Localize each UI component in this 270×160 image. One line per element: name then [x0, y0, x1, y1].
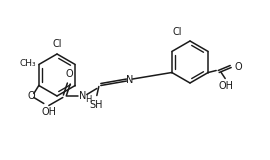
Text: CH₃: CH₃: [19, 59, 36, 68]
Text: Cl: Cl: [173, 27, 182, 37]
Text: OH: OH: [41, 107, 56, 116]
Text: OH: OH: [219, 80, 234, 91]
Text: O: O: [27, 91, 35, 100]
Text: O: O: [234, 61, 242, 72]
Text: Cl: Cl: [52, 39, 62, 49]
Text: H: H: [85, 95, 91, 104]
Text: SH: SH: [89, 100, 103, 109]
Text: O: O: [65, 68, 73, 79]
Text: N: N: [79, 91, 86, 100]
Text: N: N: [126, 75, 133, 85]
